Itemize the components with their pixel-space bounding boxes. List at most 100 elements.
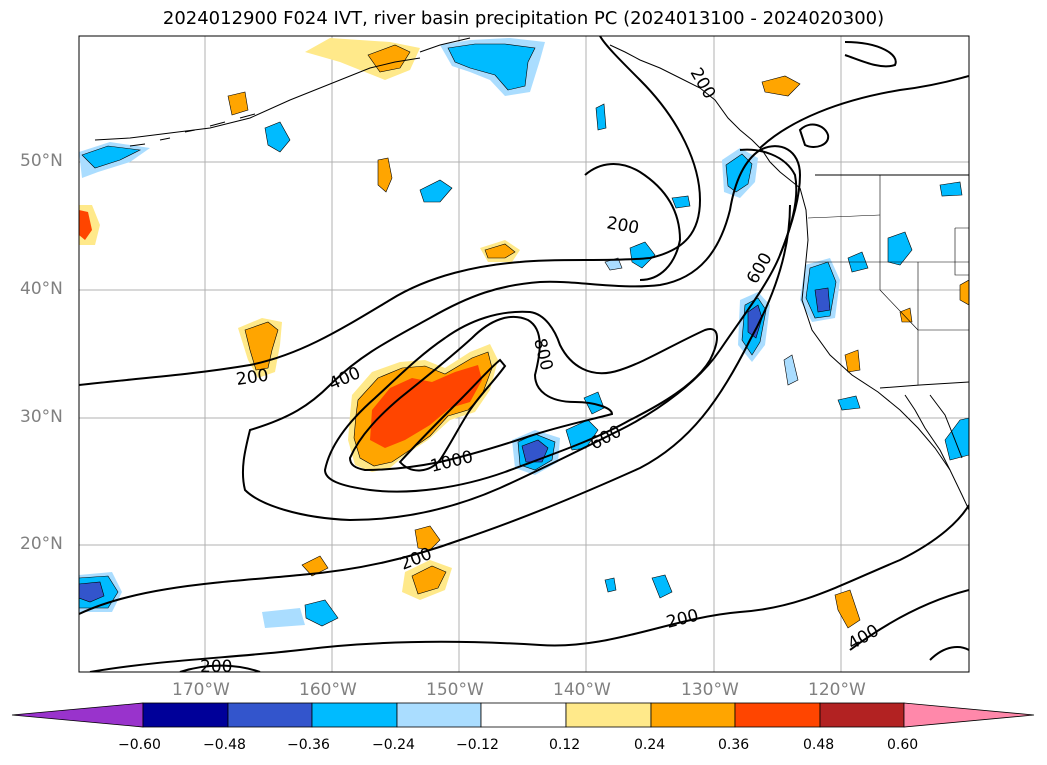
precip-blob-126w-37n-dark	[747, 304, 763, 339]
precip-blob-113w-29n	[944, 417, 969, 461]
precip-blob-136w-47n	[671, 195, 691, 209]
colorbar-seg-5	[480, 702, 567, 728]
ivt-contour-200-outer	[79, 36, 702, 386]
alaska-peninsula	[94, 57, 421, 141]
precip-blob-central-red	[370, 365, 482, 448]
lon-label-120w: 120°W	[808, 680, 866, 700]
lat-label-40n: 40°N	[20, 279, 63, 299]
state-border-wa-or	[807, 214, 881, 219]
precip-blob-170w-51n	[264, 121, 291, 153]
precip-blob-146w-28n-dark	[521, 439, 549, 463]
lon-label-140w: 140°W	[553, 680, 611, 700]
lon-label-170w: 170°W	[172, 680, 230, 700]
precip-blob-116w-49n	[939, 181, 963, 197]
us-west-coast	[799, 187, 969, 511]
colorbar	[11, 702, 1035, 728]
precip-blob-137w-53n	[595, 103, 607, 131]
baja-gulf	[929, 394, 963, 459]
precip-blob-138w-16n	[604, 577, 617, 593]
precip-blob-178w-16n-dark	[79, 581, 105, 603]
precip-blob-143w-43n	[629, 241, 656, 269]
colorbar-seg-7	[650, 702, 736, 728]
precip-blob-152w-57n-blue	[447, 43, 536, 91]
state-border-ca-nv	[879, 262, 919, 331]
colorbar-tick-5: −0.12	[456, 737, 499, 753]
coastlines	[94, 37, 969, 511]
precip-blob-157w-21n	[414, 525, 441, 551]
precip-blob-162w-48n	[377, 157, 393, 193]
precip-blob-163w-19n	[301, 555, 329, 577]
precip-blob-120w-33n	[844, 349, 861, 373]
colorbar-tick-6: 0.12	[549, 737, 581, 753]
ivt-contour-200-sw	[79, 204, 791, 615]
precip-blob-158w-48n	[419, 179, 453, 203]
lat-label-20n: 20°N	[20, 534, 63, 554]
ivt-contour-200-bottom-left	[179, 664, 261, 672]
colorbar-seg-2	[227, 702, 313, 728]
colorbar-tick-9: 0.48	[803, 737, 835, 753]
ivt-contours	[79, 36, 969, 672]
precip-blob-122w-40n-dark	[814, 287, 831, 313]
contour-label-800: 800	[529, 336, 556, 372]
colorbar-seg-9	[819, 702, 905, 728]
precip-blob-178w-50n-blue	[81, 145, 142, 169]
colorbar-tick-1: −0.60	[118, 737, 161, 753]
lon-label-150w: 150°W	[426, 680, 484, 700]
colorbar-tick-3: −0.36	[287, 737, 330, 753]
precip-blob-128w-55n	[761, 75, 801, 97]
lat-label-50n: 50°N	[20, 151, 63, 171]
lat-label-30n: 30°N	[20, 407, 63, 427]
aleutian-chain	[129, 113, 256, 147]
contour-label-1000: 1000	[428, 447, 475, 477]
precip-negative-shading	[79, 38, 969, 628]
precip-blob-178w-45n-red	[79, 210, 92, 240]
ivt-contour-1000	[398, 358, 507, 472]
ivt-contour-200-east	[759, 75, 969, 149]
ivt-contour-ne-blob	[798, 123, 830, 148]
ivt-contour-bottom-right	[929, 646, 969, 661]
precip-blob-150w-43n-orange	[484, 243, 516, 259]
colorbar-seg-4	[396, 702, 482, 728]
gulf-of-alaska-coast	[419, 37, 471, 53]
precip-blob-160w-16n	[304, 599, 339, 627]
colorbar-tick-7: 0.24	[634, 737, 666, 753]
colorbar-tick-4: −0.24	[372, 737, 415, 753]
precip-blob-122w-31n	[837, 395, 861, 411]
gridlines	[79, 36, 969, 672]
ivt-contour-400-far-south	[849, 589, 969, 651]
precip-blob-115w-38n	[899, 307, 913, 323]
colorbar-tick-8: 0.36	[718, 737, 750, 753]
contour-label-600-coast: 600	[743, 249, 777, 287]
us-mexico-border	[879, 381, 969, 389]
contour-label-200-ne: 200	[605, 213, 640, 238]
colorbar-seg-1	[142, 702, 229, 728]
ivt-contour-800	[348, 315, 614, 472]
lon-label-130w: 130°W	[681, 680, 739, 700]
colorbar-seg-6	[565, 702, 652, 728]
map-frame	[78, 35, 970, 673]
precip-blob-121w-15n	[834, 589, 861, 629]
precip-blob-162w-15n	[262, 608, 305, 628]
map-title: 2024012900 F024 IVT, river basin precipi…	[162, 8, 885, 29]
precip-blob-125w-34n	[783, 354, 799, 386]
ivt-contour-200-south	[89, 504, 969, 672]
precip-blob-135w-16n	[651, 574, 673, 599]
lon-label-160w: 160°W	[299, 680, 357, 700]
contour-label-200-nw: 200	[235, 366, 270, 390]
colorbar-seg-3	[311, 702, 398, 728]
precip-blob-118w-42n	[887, 231, 913, 266]
colorbar-seg-8	[734, 702, 821, 728]
precip-positive-shading	[79, 38, 969, 629]
colorbar-tick-2: −0.48	[203, 737, 246, 753]
ivt-contour-200-inner-ne	[584, 163, 682, 281]
contour-label-200-bottom: 200	[200, 657, 232, 677]
precip-blob-155w-16n-orange	[411, 565, 447, 595]
colorbar-extend-high	[903, 702, 1035, 728]
colorbar-tick-10: 0.60	[887, 737, 919, 753]
ivt-contour-400	[241, 145, 802, 522]
precip-blob-113w-39n	[959, 279, 969, 306]
ivt-contour-ne-line	[844, 41, 897, 68]
contour-label-200-se: 200	[664, 606, 700, 633]
contour-labels: 200 200 200 200 200 200 400 400 600 600 …	[200, 65, 883, 677]
baja-california	[904, 394, 951, 471]
